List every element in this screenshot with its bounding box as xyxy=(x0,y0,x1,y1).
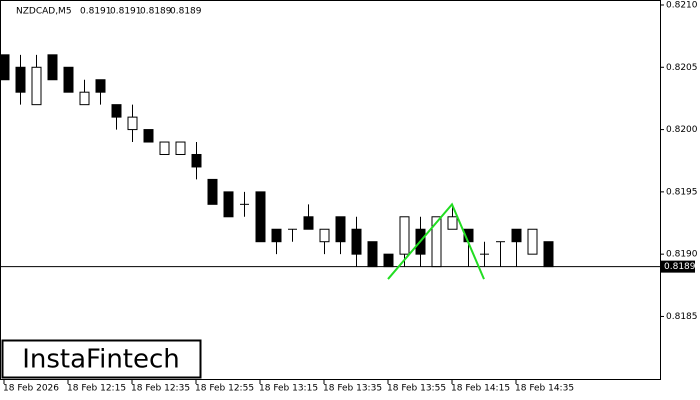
candle-body xyxy=(255,191,266,243)
candle-body xyxy=(335,216,346,243)
candle-body xyxy=(303,216,314,230)
x-tick-label: 18 Feb 2026 xyxy=(3,384,59,394)
candle-body xyxy=(31,66,42,106)
candle-body xyxy=(15,66,26,93)
bid-label: 0.8189 xyxy=(664,262,696,272)
candle-body xyxy=(431,216,442,268)
symbol: NZDCAD,M5 xyxy=(16,7,72,17)
x-tick-label: 18 Feb 12:15 xyxy=(67,384,126,394)
logo-frame xyxy=(1,339,202,379)
y-tick-label: 0.8190 xyxy=(666,250,698,260)
x-tick-label: 18 Feb 14:35 xyxy=(515,384,574,394)
candle-body xyxy=(351,228,362,255)
header: NZDCAD,M5 0.8191 0.8191 0.8189 0.8189 xyxy=(16,7,202,17)
candle-body xyxy=(63,66,74,93)
candle-body xyxy=(527,228,538,255)
header-close: 0.8189 xyxy=(170,7,202,17)
y-tick-label: 0.8200 xyxy=(666,125,698,135)
candle-body xyxy=(543,241,554,268)
candle-body xyxy=(223,191,234,218)
candle-body xyxy=(447,216,458,230)
candle-body xyxy=(79,91,90,106)
x-tick-label: 18 Feb 13:15 xyxy=(259,384,318,394)
header-low: 0.8189 xyxy=(140,7,172,17)
x-tick-label: 18 Feb 12:55 xyxy=(195,384,254,394)
candle-body xyxy=(127,116,138,131)
candle-body xyxy=(47,54,58,81)
candle-body xyxy=(111,104,122,118)
x-tick-label: 18 Feb 13:35 xyxy=(323,384,382,394)
candle-body xyxy=(95,79,106,93)
candle-body xyxy=(191,153,202,168)
candle-body xyxy=(383,253,394,268)
x-tick-label: 18 Feb 13:55 xyxy=(387,384,446,394)
candle-body xyxy=(271,228,282,243)
watermark-box: InstaFintech xyxy=(1,339,202,379)
y-tick-label: 0.8195 xyxy=(666,187,698,197)
candle-body xyxy=(207,178,218,205)
candle-body xyxy=(175,141,186,155)
candle-body xyxy=(0,54,10,81)
candle-body xyxy=(159,141,170,155)
x-tick-label: 18 Feb 12:35 xyxy=(131,384,190,394)
header-open: 0.8191 xyxy=(80,7,112,17)
header-high: 0.8191 xyxy=(110,7,142,17)
plot-frame xyxy=(0,0,661,380)
candle-body xyxy=(511,228,522,243)
candle-body xyxy=(367,241,378,268)
y-tick-label: 0.8185 xyxy=(666,312,698,322)
y-tick-label: 0.8210 xyxy=(666,0,698,10)
pattern-line xyxy=(387,202,485,280)
bid-label-box xyxy=(661,260,695,273)
y-tick-label: 0.8205 xyxy=(666,63,698,73)
candle-body xyxy=(399,216,410,255)
x-tick-label: 18 Feb 14:15 xyxy=(451,384,510,394)
candle-body xyxy=(143,129,154,143)
candle-body xyxy=(319,228,330,243)
logo: InstaFintech xyxy=(22,345,180,375)
